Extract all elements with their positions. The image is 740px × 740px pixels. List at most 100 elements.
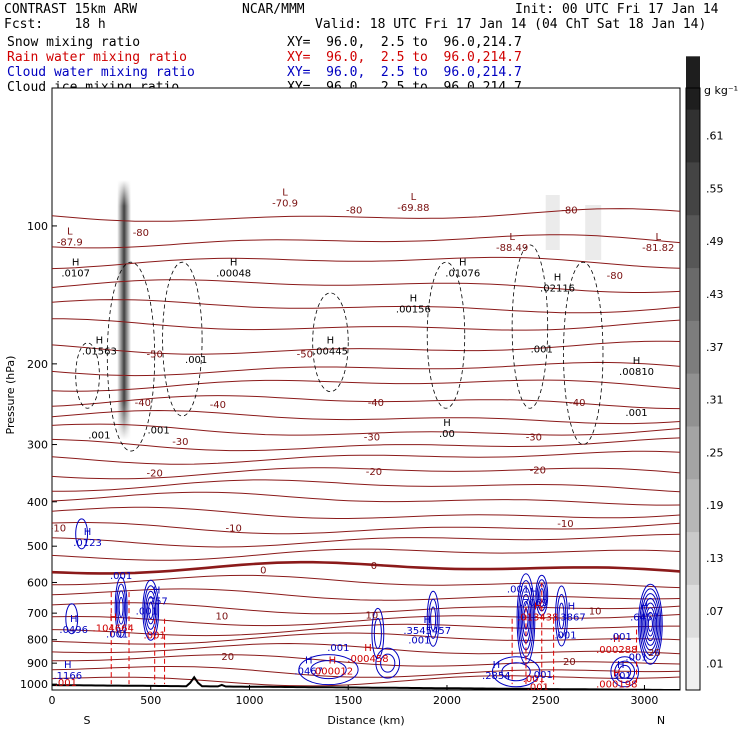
y-tick-label: 1000 xyxy=(20,678,48,691)
cloud-water-contour xyxy=(558,602,565,630)
terrain-line xyxy=(52,675,680,690)
x-axis-label: Distance (km) xyxy=(327,714,404,727)
isotherm-line xyxy=(52,666,680,678)
cloud-water-contour xyxy=(428,598,438,639)
cloud-water-contour xyxy=(555,585,568,647)
legend-cloudwater: Cloud water mixing ratio xyxy=(7,65,195,80)
center-title: NCAR/MMM xyxy=(242,2,305,17)
colorbar-segment xyxy=(686,267,700,321)
cloud-water-contour xyxy=(426,590,440,647)
isotherm-label: -20 xyxy=(366,467,382,478)
isotherm-label: -40 xyxy=(210,400,226,411)
colorbar-segment xyxy=(686,584,700,638)
cloud-water-contour xyxy=(114,576,128,638)
extremum-value: .00048 xyxy=(216,268,251,279)
colorbar-tick-label: .55 xyxy=(706,182,724,195)
snow-shading xyxy=(585,205,602,260)
extremum-marker: L xyxy=(67,226,73,237)
extremum-marker: H xyxy=(617,660,625,671)
legend-snow: Snow mixing ratio xyxy=(7,35,141,50)
cloud-water-contour xyxy=(148,601,154,619)
extremum-value: .2854 xyxy=(482,671,511,682)
contour-value-label: .001 xyxy=(507,584,529,595)
colorbar-tick-label: .61 xyxy=(706,130,724,143)
extremum-marker: H xyxy=(64,660,72,671)
colorbar-segment xyxy=(686,478,700,533)
isotherm-label: -80 xyxy=(561,205,577,216)
colorbar-tick-label: .01 xyxy=(706,658,724,671)
contour-value-label: .001 xyxy=(610,632,632,643)
cloud-water-contour xyxy=(491,656,541,688)
cloud-water-contour xyxy=(375,647,401,679)
contour-value-label: .001 xyxy=(327,643,349,654)
isotherm-line xyxy=(52,437,680,452)
cloud-ice-contour xyxy=(563,261,604,445)
extremum-value: .757 xyxy=(146,596,168,607)
cloud-water-contour xyxy=(640,593,660,656)
colorbar-segment xyxy=(686,373,700,427)
contour-value-label: .001 xyxy=(88,430,110,441)
colorbar-tick-label: .13 xyxy=(706,552,724,565)
extremum-marker: H xyxy=(459,257,467,268)
isotherm-label: 10 xyxy=(215,611,228,622)
extremum-marker: H xyxy=(329,656,337,667)
extremum-marker: H xyxy=(410,294,418,305)
extremum-value: .1166 xyxy=(53,671,82,682)
isotherm-label: -40 xyxy=(569,398,585,409)
isotherm-line xyxy=(52,279,680,293)
south-label: S xyxy=(84,714,91,727)
isotherm-label: -80 xyxy=(607,271,623,282)
extremum-marker: H xyxy=(633,356,641,367)
extremum-value: -81.82 xyxy=(642,243,674,254)
cloud-ice-contour xyxy=(312,292,349,393)
cloud-water-contour xyxy=(118,596,124,618)
isotherm-line xyxy=(52,208,680,222)
extremum-value: .301 xyxy=(610,671,632,682)
isotherm-line xyxy=(52,409,680,425)
isotherm-line xyxy=(52,632,680,645)
north-label: N xyxy=(657,714,665,727)
extremum-value: .7069 xyxy=(520,598,549,609)
colorbar-segment xyxy=(686,531,700,585)
extremum-value: -70.9 xyxy=(272,198,298,209)
isotherm-label: -10 xyxy=(557,519,573,530)
isotherm-line xyxy=(52,533,680,548)
cloud-ice-contour xyxy=(511,244,549,409)
cloud-water-contour xyxy=(143,585,158,636)
isotherm-line xyxy=(52,642,680,655)
colorbar-unit: g kg⁻¹ xyxy=(704,84,738,97)
isotherm-label: -30 xyxy=(172,437,188,448)
extremum-value: .01076 xyxy=(445,268,480,279)
colorbar-segment xyxy=(686,56,700,110)
cloud-water-contour xyxy=(639,588,662,660)
cloud-water-contour xyxy=(75,518,89,550)
cloud-water-contour xyxy=(146,596,155,625)
cloud-water-contour xyxy=(65,603,79,635)
contour-value-label: .001 xyxy=(55,678,77,689)
x-tick-label: 2500 xyxy=(532,694,560,707)
y-tick-label: 100 xyxy=(27,220,48,233)
extremum-marker: L xyxy=(655,232,661,243)
legend-snow-xy: XY= 96.0, 2.5 to 96.0,214.7 xyxy=(287,35,522,50)
extremum-marker: H xyxy=(554,273,562,284)
legend-rain-xy: XY= 96.0, 2.5 to 96.0,214.7 xyxy=(287,50,522,65)
cloud-water-contour xyxy=(117,590,125,625)
extremum-value: -69.88 xyxy=(397,203,429,214)
isotherm-line xyxy=(52,548,680,561)
cloud-water-contour xyxy=(644,607,656,642)
colorbar-tick-label: .43 xyxy=(706,288,724,301)
contour-value-label: .001 xyxy=(531,670,553,681)
colorbar-segment xyxy=(686,637,700,691)
extremum-marker: L xyxy=(411,192,417,203)
contour-value-label: .001 xyxy=(625,408,647,419)
extremum-value: .013438 xyxy=(517,613,558,624)
isotherm-label: -20 xyxy=(530,465,546,476)
isotherm-label: 20 xyxy=(648,648,661,659)
isotherm-line xyxy=(52,506,680,519)
isotherm-line xyxy=(52,675,680,687)
isotherm-line xyxy=(52,234,680,249)
extremum-marker: H xyxy=(641,602,649,613)
cloud-ice-contour xyxy=(162,261,203,417)
extremum-value: .00156 xyxy=(396,305,431,316)
